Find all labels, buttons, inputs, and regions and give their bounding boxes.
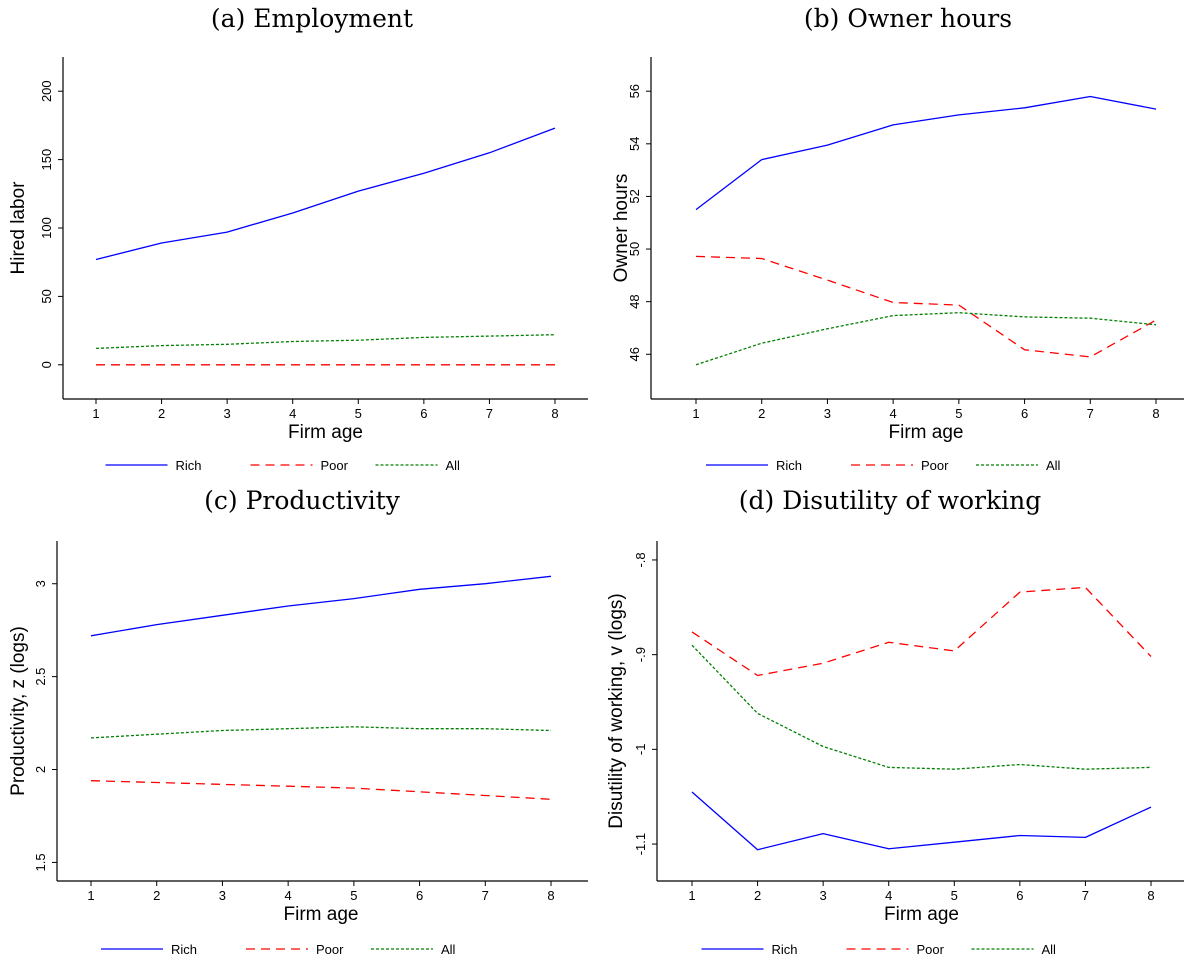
series-line-poor xyxy=(90,780,552,800)
x-tick-label: 1 xyxy=(92,406,99,421)
x-tick-label: 5 xyxy=(951,888,958,903)
x-tick-label: 4 xyxy=(885,888,892,903)
x-tick-label: 8 xyxy=(551,406,558,421)
x-tick-label: 5 xyxy=(350,888,357,903)
x-tick-label: 7 xyxy=(486,406,493,421)
series-line-all xyxy=(691,644,1152,770)
x-tick-label: 4 xyxy=(289,406,296,421)
legend-label: Poor xyxy=(316,942,344,957)
y-tick-label: 52 xyxy=(627,189,642,203)
x-tick-label: 7 xyxy=(1082,888,1089,903)
y-tick-label: 46 xyxy=(627,347,642,361)
panel-title: (a) Employment xyxy=(210,4,414,33)
x-tick-label: 5 xyxy=(955,406,962,421)
y-tick-label: 0 xyxy=(39,361,54,368)
x-tick-label: 6 xyxy=(1016,888,1023,903)
legend-label: All xyxy=(1042,942,1057,957)
x-tick-label: 2 xyxy=(158,406,165,421)
x-tick-label: 7 xyxy=(482,888,489,903)
y-tick-label: 56 xyxy=(627,84,642,98)
x-tick-label: 4 xyxy=(890,406,897,421)
y-tick-label: 1.5 xyxy=(33,853,48,871)
y-tick-label: 54 xyxy=(627,137,642,151)
legend-label: Poor xyxy=(921,458,949,473)
legend-label: Rich xyxy=(171,942,197,957)
legend-label: All xyxy=(441,942,456,957)
series-line-poor xyxy=(695,255,1157,358)
x-tick-label: 6 xyxy=(1021,406,1028,421)
line-chart-disutility: 1 2 3 4 5 6 7 8 -1.1 -1 -.9 -.8 Firm age Disutility o… xyxy=(606,541,1184,957)
x-tick-label: 2 xyxy=(758,406,765,421)
panel-title: (c) Productivity xyxy=(204,486,400,515)
y-tick-label: 200 xyxy=(39,80,54,102)
y-tick-label: -.9 xyxy=(633,647,648,662)
x-tick-label: 6 xyxy=(416,888,423,903)
y-axis-label: Hired labor xyxy=(8,181,29,275)
legend-label: All xyxy=(1046,458,1061,473)
x-tick-label: 8 xyxy=(547,888,554,903)
x-tick-label: 1 xyxy=(692,406,699,421)
x-tick-label: 3 xyxy=(224,406,231,421)
x-tick-label: 6 xyxy=(420,406,427,421)
x-tick-label: 2 xyxy=(153,888,160,903)
y-axis-label: Owner hours xyxy=(611,174,632,283)
x-tick-label: 8 xyxy=(1152,406,1159,421)
x-axis-label: Firm age xyxy=(284,904,359,925)
y-tick-label: -1 xyxy=(633,744,648,756)
panel-title: (d) Disutility of working xyxy=(738,486,1042,515)
legend-label: All xyxy=(446,458,461,473)
legend-label: Rich xyxy=(176,458,202,473)
legend-label: Rich xyxy=(772,942,798,957)
y-tick-label: 2.5 xyxy=(33,668,48,686)
y-tick-label: 50 xyxy=(39,289,54,303)
y-axis-label: Disutility of working, v (logs) xyxy=(606,593,627,828)
y-tick-label: -1.1 xyxy=(633,833,648,855)
series-line-all xyxy=(695,312,1157,366)
y-tick-label: 150 xyxy=(39,149,54,171)
y-tick-label: 48 xyxy=(627,294,642,308)
x-tick-label: 1 xyxy=(688,888,695,903)
y-tick-label: -.8 xyxy=(633,552,648,567)
x-axis-label: Firm age xyxy=(884,904,959,925)
legend-label: Poor xyxy=(917,942,945,957)
x-axis-label: Firm age xyxy=(889,422,964,443)
series-line-all xyxy=(90,726,552,739)
series-line-all xyxy=(95,334,556,350)
x-tick-label: 8 xyxy=(1147,888,1154,903)
x-tick-label: 3 xyxy=(824,406,831,421)
series-line-rich xyxy=(90,575,552,637)
x-axis-label: Firm age xyxy=(288,422,363,443)
x-tick-label: 1 xyxy=(87,888,94,903)
x-tick-label: 7 xyxy=(1087,406,1094,421)
x-tick-label: 5 xyxy=(355,406,362,421)
y-tick-label: 50 xyxy=(627,242,642,256)
line-chart-employment: 1 2 3 4 5 6 7 8 0 50 100 150 200 Firm age Hired labor R… xyxy=(8,57,588,473)
x-tick-label: 4 xyxy=(285,888,292,903)
series-line-poor xyxy=(691,586,1152,677)
line-chart-productivity: 1 2 3 4 5 6 7 8 1.5 2 2.5 3 Firm age Productivity, z … xyxy=(8,541,588,957)
series-line-rich xyxy=(95,127,556,261)
x-tick-label: 3 xyxy=(820,888,827,903)
y-axis-label: Productivity, z (logs) xyxy=(8,626,29,796)
y-tick-label: 2 xyxy=(33,766,48,773)
series-line-rich xyxy=(695,95,1157,211)
panel-title: (b) Owner hours xyxy=(803,4,1013,33)
x-tick-label: 2 xyxy=(754,888,761,903)
legend-label: Poor xyxy=(321,458,349,473)
legend-label: Rich xyxy=(776,458,802,473)
series-line-rich xyxy=(691,791,1152,851)
y-tick-label: 100 xyxy=(39,217,54,239)
y-tick-label: 3 xyxy=(33,580,48,587)
x-tick-label: 3 xyxy=(219,888,226,903)
